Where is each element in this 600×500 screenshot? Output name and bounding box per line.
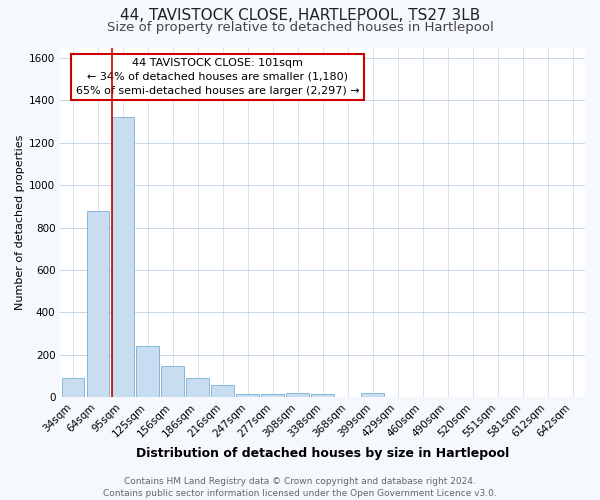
Bar — [236, 394, 259, 397]
Bar — [262, 394, 284, 397]
Bar — [361, 392, 384, 397]
Bar — [136, 346, 159, 397]
Bar — [187, 378, 209, 397]
Text: Contains HM Land Registry data © Crown copyright and database right 2024.
Contai: Contains HM Land Registry data © Crown c… — [103, 476, 497, 498]
Bar — [112, 118, 134, 397]
X-axis label: Distribution of detached houses by size in Hartlepool: Distribution of detached houses by size … — [136, 447, 509, 460]
Bar — [311, 394, 334, 397]
Bar — [161, 366, 184, 397]
Bar — [86, 210, 109, 397]
Text: Size of property relative to detached houses in Hartlepool: Size of property relative to detached ho… — [107, 21, 493, 34]
Bar — [211, 386, 234, 397]
Text: 44 TAVISTOCK CLOSE: 101sqm
← 34% of detached houses are smaller (1,180)
65% of s: 44 TAVISTOCK CLOSE: 101sqm ← 34% of deta… — [76, 58, 359, 96]
Bar — [286, 392, 309, 397]
Text: 44, TAVISTOCK CLOSE, HARTLEPOOL, TS27 3LB: 44, TAVISTOCK CLOSE, HARTLEPOOL, TS27 3L… — [120, 8, 480, 22]
Bar — [62, 378, 84, 397]
Y-axis label: Number of detached properties: Number of detached properties — [15, 134, 25, 310]
